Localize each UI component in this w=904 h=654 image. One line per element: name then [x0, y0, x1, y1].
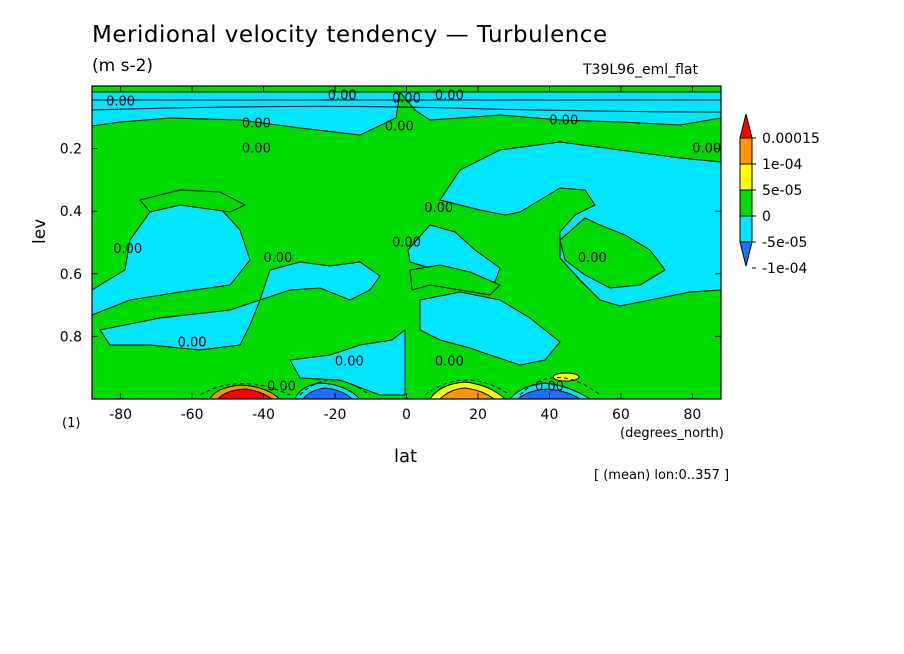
experiment-label: T39L96_eml_flat [583, 62, 699, 78]
contour-label: 0.00 [335, 354, 364, 369]
contour-label: 0.00 [267, 379, 296, 394]
island-nh-1 [559, 217, 666, 289]
contour-label: 0.00 [242, 117, 271, 132]
colorbar-label: -5e-05 [762, 235, 807, 251]
contour-line-dash-2 [299, 379, 371, 396]
x-tick-label: -40 [252, 407, 275, 423]
y-tick-label: 0.4 [60, 204, 82, 220]
colorbar-arrow-top [739, 113, 753, 139]
region-sh-upper [91, 91, 401, 136]
contour-labels: 0.00 0.00 0.00 0.00 0.00 0.00 0.00 0.00 0.00 0.00… [106, 88, 721, 394]
x-tick-label: 80 [683, 407, 701, 423]
contour-label: 0.00 [435, 354, 464, 369]
x-tick-label: -60 [181, 407, 204, 423]
units-label: (m s-2) [92, 56, 154, 76]
contour-label: 0.00 [535, 379, 564, 394]
x-axis-ticks: -80 -60 -40 -20 0 20 40 60 80 [109, 86, 701, 423]
x-tick-label: -20 [324, 407, 347, 423]
region-nh-lower [419, 291, 561, 366]
averaging-note: [ (mean) lon:0..357 ] [594, 468, 730, 483]
colorbar: 0.00015 1e-04 5e-05 0 -5e-05 -1e-04 [739, 113, 820, 277]
y-tick-label: 0.2 [60, 142, 82, 158]
contour-lines [91, 99, 722, 396]
zero-islands [139, 189, 666, 296]
colorbar-segment [739, 163, 753, 191]
colorbar-segment [739, 215, 753, 243]
contour-label: 0.00 [692, 142, 721, 157]
colorbar-label: 1e-04 [762, 157, 802, 173]
cell-nh-small-positive [552, 372, 580, 382]
contour-label: 0.00 [106, 95, 135, 110]
colorbar-segment [739, 137, 753, 165]
contour-label: 0.00 [328, 88, 357, 103]
contour-label: 0.00 [549, 113, 578, 128]
colorbar-label: 0 [762, 209, 771, 225]
colorbar-label: -1e-04 [762, 261, 808, 277]
contour-label: 0.00 [178, 336, 207, 351]
contour-line-top-2 [91, 105, 722, 113]
contour-label: 0.00 [578, 251, 607, 266]
colorbar-label: 0.00015 [762, 131, 820, 147]
x-axis-units: (degrees_north) [620, 426, 724, 441]
x-tick-label: 60 [612, 407, 630, 423]
x-tick-label: 20 [469, 407, 487, 423]
cell-nh-positive-core [438, 387, 496, 400]
contour-label: 0.00 [424, 201, 453, 216]
colorbar-arrow-bottom [739, 241, 753, 267]
contour-label: 0.00 [385, 120, 414, 135]
x-tick-label: -80 [109, 407, 132, 423]
x-axis-label: lat [394, 446, 418, 467]
island-equator-1 [409, 264, 501, 296]
y-tick-label: 0.6 [60, 267, 82, 283]
colorbar-label: 5e-05 [762, 183, 802, 199]
y-tick-label: 0.8 [60, 329, 82, 345]
x-tick-label: 0 [402, 407, 411, 423]
contour-line-dash-1 [199, 383, 291, 396]
contour-label: 0.00 [392, 236, 421, 251]
y-axis-units: (1) [62, 416, 81, 431]
contour-label: 0.00 [392, 92, 421, 107]
contour-line-dash-3 [519, 377, 601, 396]
contour-line-dash-4 [424, 379, 511, 396]
colorbar-segment [739, 189, 753, 217]
contour-label: 0.00 [263, 251, 292, 266]
cell-sh-positive-core [216, 388, 274, 400]
y-axis-ticks: 0.2 0.4 0.6 0.8 [60, 142, 721, 345]
surface-cells [209, 372, 592, 400]
chart-title: Meridional velocity tendency — Turbulenc… [92, 22, 608, 48]
contour-label: 0.00 [242, 142, 271, 157]
contour-label: 0.00 [435, 88, 464, 103]
cell-sh-negative-core [301, 387, 354, 400]
region-sh-lower [99, 261, 381, 351]
contour-label: 0.00 [113, 242, 142, 257]
island-sh-1 [139, 189, 247, 213]
x-tick-label: 40 [541, 407, 559, 423]
